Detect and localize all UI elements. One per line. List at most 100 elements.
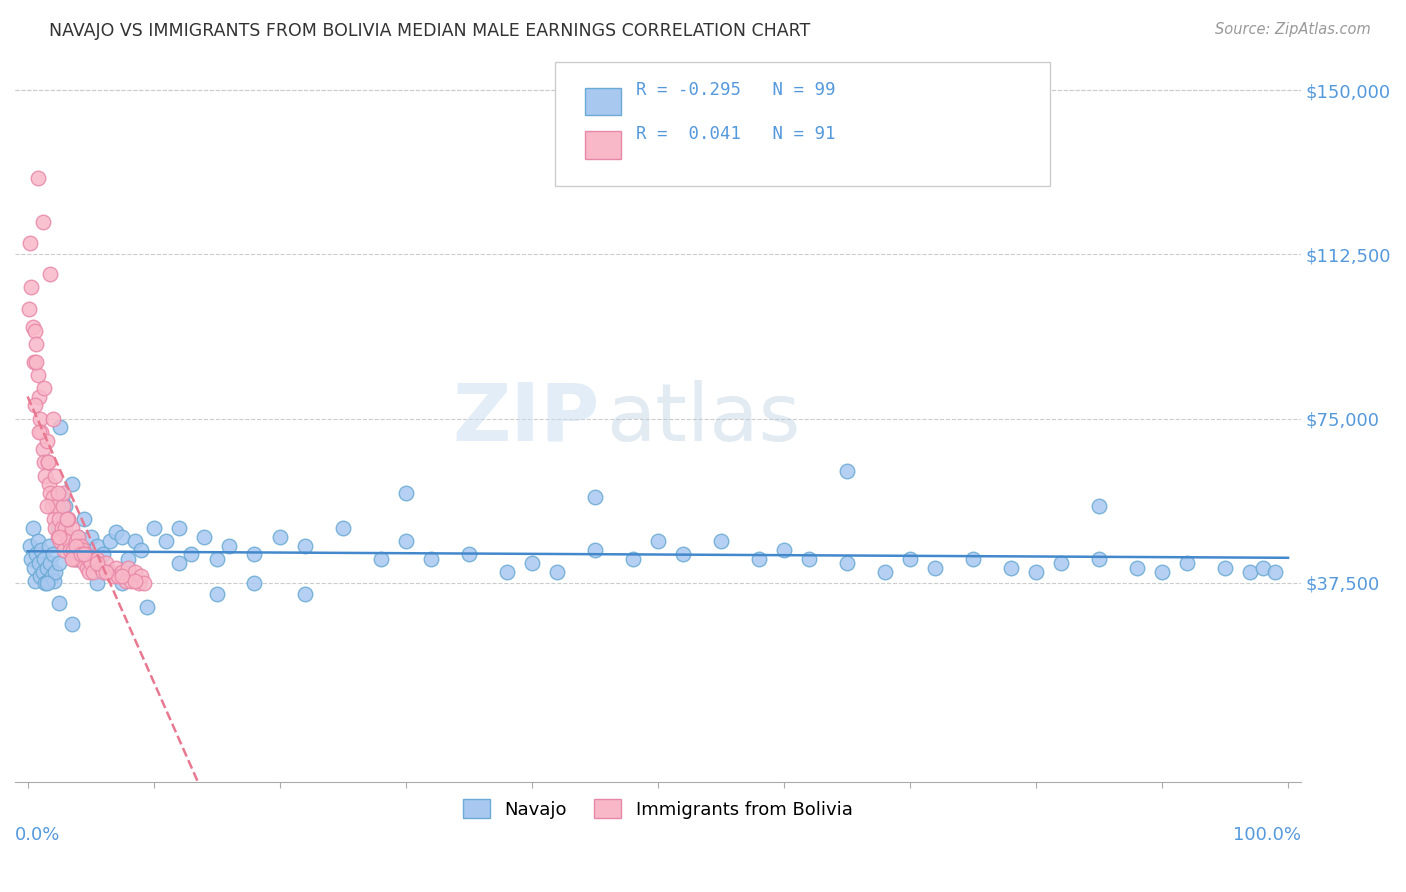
Point <box>20 551 42 566</box>
Point <box>76 560 98 574</box>
Point <box>35 560 58 574</box>
Point <box>75 548 97 562</box>
Point <box>1264 565 1286 579</box>
Text: R = -0.295   N = 99: R = -0.295 N = 99 <box>636 81 835 99</box>
Point <box>22 354 45 368</box>
Point <box>65 539 87 553</box>
Point <box>32 381 55 395</box>
Point <box>25 548 48 562</box>
Point <box>155 534 177 549</box>
Point <box>94 556 117 570</box>
Point <box>70 551 93 566</box>
Point <box>52 500 75 514</box>
Point <box>66 551 89 566</box>
Point <box>39 486 62 500</box>
Point <box>46 530 69 544</box>
Point <box>28 390 51 404</box>
Point <box>132 575 155 590</box>
Text: atlas: atlas <box>606 380 801 458</box>
Point <box>1126 560 1149 574</box>
Point <box>48 512 70 526</box>
Point <box>962 551 984 566</box>
Point <box>104 560 127 574</box>
Point <box>67 548 90 562</box>
Point <box>167 556 190 570</box>
Point <box>69 543 91 558</box>
Point <box>111 530 134 544</box>
Point <box>98 565 121 579</box>
Point <box>32 551 55 566</box>
Point <box>48 556 70 570</box>
Point <box>647 534 669 549</box>
Point <box>27 534 49 549</box>
Point <box>107 569 129 583</box>
Point <box>18 539 41 553</box>
Point <box>60 617 83 632</box>
Point <box>748 551 770 566</box>
Point <box>1025 565 1047 579</box>
Point <box>898 551 921 566</box>
Point <box>31 565 53 579</box>
Point <box>42 574 65 588</box>
Point <box>583 491 606 505</box>
Text: NAVAJO VS IMMIGRANTS FROM BOLIVIA MEDIAN MALE EARNINGS CORRELATION CHART: NAVAJO VS IMMIGRANTS FROM BOLIVIA MEDIAN… <box>49 22 810 40</box>
Point <box>24 399 46 413</box>
Point <box>38 539 60 553</box>
Point <box>115 574 138 588</box>
Point <box>124 574 146 588</box>
Text: R =  0.041   N = 91: R = 0.041 N = 91 <box>636 125 835 143</box>
Point <box>42 512 65 526</box>
Point <box>69 548 91 562</box>
Point <box>1088 551 1111 566</box>
Point <box>91 565 114 579</box>
Point <box>42 411 65 425</box>
Point <box>124 534 146 549</box>
Point <box>835 556 858 570</box>
Point <box>21 319 44 334</box>
Point <box>332 521 354 535</box>
Point <box>710 534 733 549</box>
Point <box>52 486 75 500</box>
Text: Source: ZipAtlas.com: Source: ZipAtlas.com <box>1215 22 1371 37</box>
Point <box>111 575 134 590</box>
Point <box>25 337 48 351</box>
Point <box>73 512 96 526</box>
Point <box>30 425 52 439</box>
Point <box>55 530 77 544</box>
Point <box>45 500 67 514</box>
Point <box>62 543 84 558</box>
Point <box>44 521 66 535</box>
Point <box>1213 560 1236 574</box>
Point <box>39 556 62 570</box>
Point <box>34 575 56 590</box>
Point <box>49 420 72 434</box>
Point <box>30 569 52 583</box>
Point <box>18 302 41 317</box>
Point <box>835 464 858 478</box>
Point <box>79 556 101 570</box>
Point <box>457 548 479 562</box>
Point <box>1000 560 1022 574</box>
Text: 100.0%: 100.0% <box>1233 826 1301 844</box>
Point <box>621 551 644 566</box>
Point <box>77 551 100 566</box>
Point <box>39 267 62 281</box>
Point <box>53 543 76 558</box>
Point <box>18 236 41 251</box>
Point <box>520 556 543 570</box>
Point <box>797 551 820 566</box>
Point <box>86 539 108 553</box>
Point <box>27 170 49 185</box>
Point <box>66 530 89 544</box>
Point <box>48 596 70 610</box>
Point <box>41 569 63 583</box>
Point <box>773 543 796 558</box>
Point <box>111 569 134 583</box>
Point <box>37 455 59 469</box>
Point <box>34 468 56 483</box>
Point <box>42 491 65 505</box>
Point <box>21 521 44 535</box>
Point <box>38 477 60 491</box>
Point <box>24 574 46 588</box>
Point <box>79 530 101 544</box>
